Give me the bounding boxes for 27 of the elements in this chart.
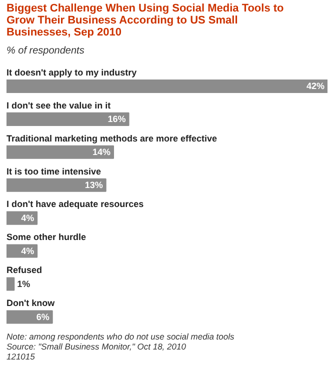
chart-title: Biggest Challenge When Using Social Media Tools to Grow Their Business According to US Small Businesses, Sep 2010: [6, 2, 284, 38]
y-tick-label: It doesn't apply to my industry: [6, 67, 137, 78]
data-label: 4%: [21, 213, 34, 224]
data-label: 6%: [36, 312, 50, 322]
y-tick-label: I don't have adequate resources: [6, 199, 144, 210]
source-note: Source: "Small Business Monitor," Oct 18, 2010: [6, 342, 186, 352]
text: 121015: [6, 352, 36, 362]
bar: [6, 79, 328, 93]
data-label: 16%: [108, 114, 126, 124]
data-label: 13%: [84, 180, 103, 190]
bar: [6, 178, 106, 192]
y-tick-label: I don't see the value in it: [6, 100, 111, 110]
y-tick-label: Don't know: [6, 298, 56, 308]
data-label: 14%: [92, 147, 110, 158]
bar: [6, 145, 114, 159]
bar: [6, 112, 130, 126]
text: Note: among respondents who do not use social media tools: [6, 332, 235, 342]
y-tick-label: Refused: [6, 265, 42, 276]
y-tick-label: Traditional marketing methods are more effective: [6, 133, 218, 144]
y-tick-label: It is too time intensive: [6, 166, 102, 176]
data-label: 1%: [17, 279, 30, 289]
data-label: 42%: [306, 81, 324, 92]
y-tick-label: Some other hurdle: [6, 232, 86, 242]
bar: [6, 310, 53, 324]
bar: [6, 277, 15, 291]
data-label: 4%: [21, 246, 34, 256]
chart-subtitle: % of respondents: [6, 46, 84, 56]
